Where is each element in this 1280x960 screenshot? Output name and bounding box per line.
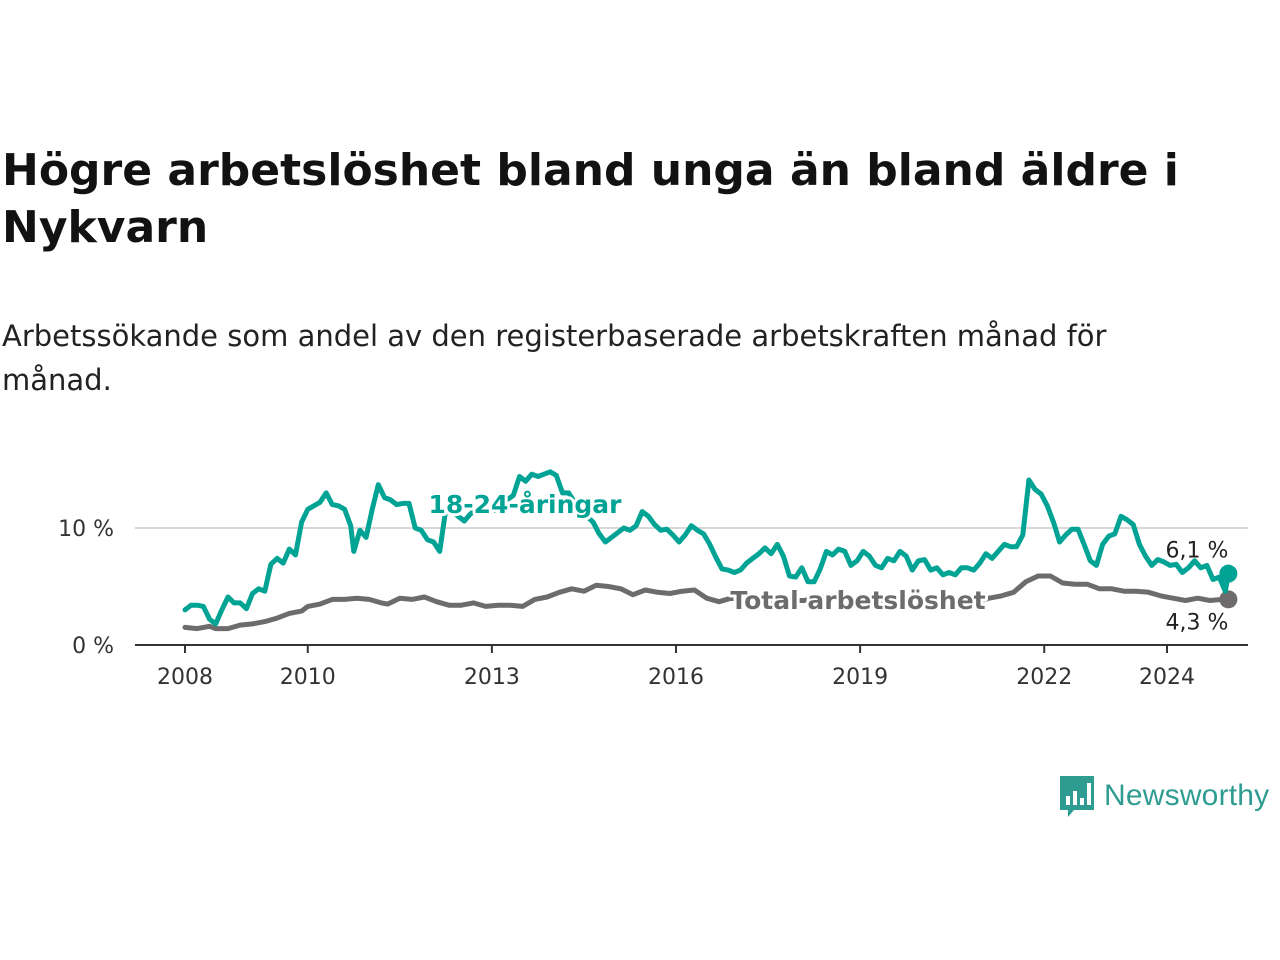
x-tick-label: 2016 (648, 665, 704, 690)
series-line-total (182, 573, 1231, 632)
end-point-total (1219, 590, 1238, 609)
x-tick-label: 2019 (832, 665, 888, 690)
x-axis: 2008 2010 2013 2016 2019 2022 2024 (135, 644, 1248, 690)
series-label-youth: 18-24-åringar (429, 490, 623, 519)
x-tick-label: 2013 (464, 665, 520, 690)
chart-title: Högre arbetslöshet bland unga än bland ä… (2, 145, 1179, 253)
brand-name: Newsworthy (1104, 779, 1270, 812)
x-tick-label: 2022 (1016, 665, 1072, 690)
bar-chart-speech-bubble-icon (1060, 776, 1094, 817)
gridlines: 0 % 10 % (58, 517, 1248, 659)
end-point-youth (1219, 564, 1238, 583)
series-line-youth (182, 469, 1231, 627)
newsworthy-logo: Newsworthy (1058, 772, 1269, 820)
x-tick-label: 2024 (1139, 665, 1195, 690)
x-tick-label: 2008 (157, 665, 213, 690)
end-label-youth: 6,1 % (1166, 539, 1229, 564)
line-chart: 0 % 10 % 2008 2010 2013 2016 2019 2022 2024 18-… (58, 469, 1248, 690)
series-lines (182, 469, 1238, 632)
y-tick-label: 0 % (72, 634, 114, 659)
y-tick-label: 10 % (58, 517, 114, 542)
series-label-total: Total arbetslöshet (730, 586, 985, 615)
end-label-total: 4,3 % (1166, 610, 1229, 635)
series-labels: 18-24-åringar Total arbetslöshet 6,1 % 4,3 … (426, 487, 1229, 635)
chart-subtitle: Arbetssökande som andel av den registerb… (2, 319, 1107, 397)
x-tick-label: 2010 (280, 665, 336, 690)
